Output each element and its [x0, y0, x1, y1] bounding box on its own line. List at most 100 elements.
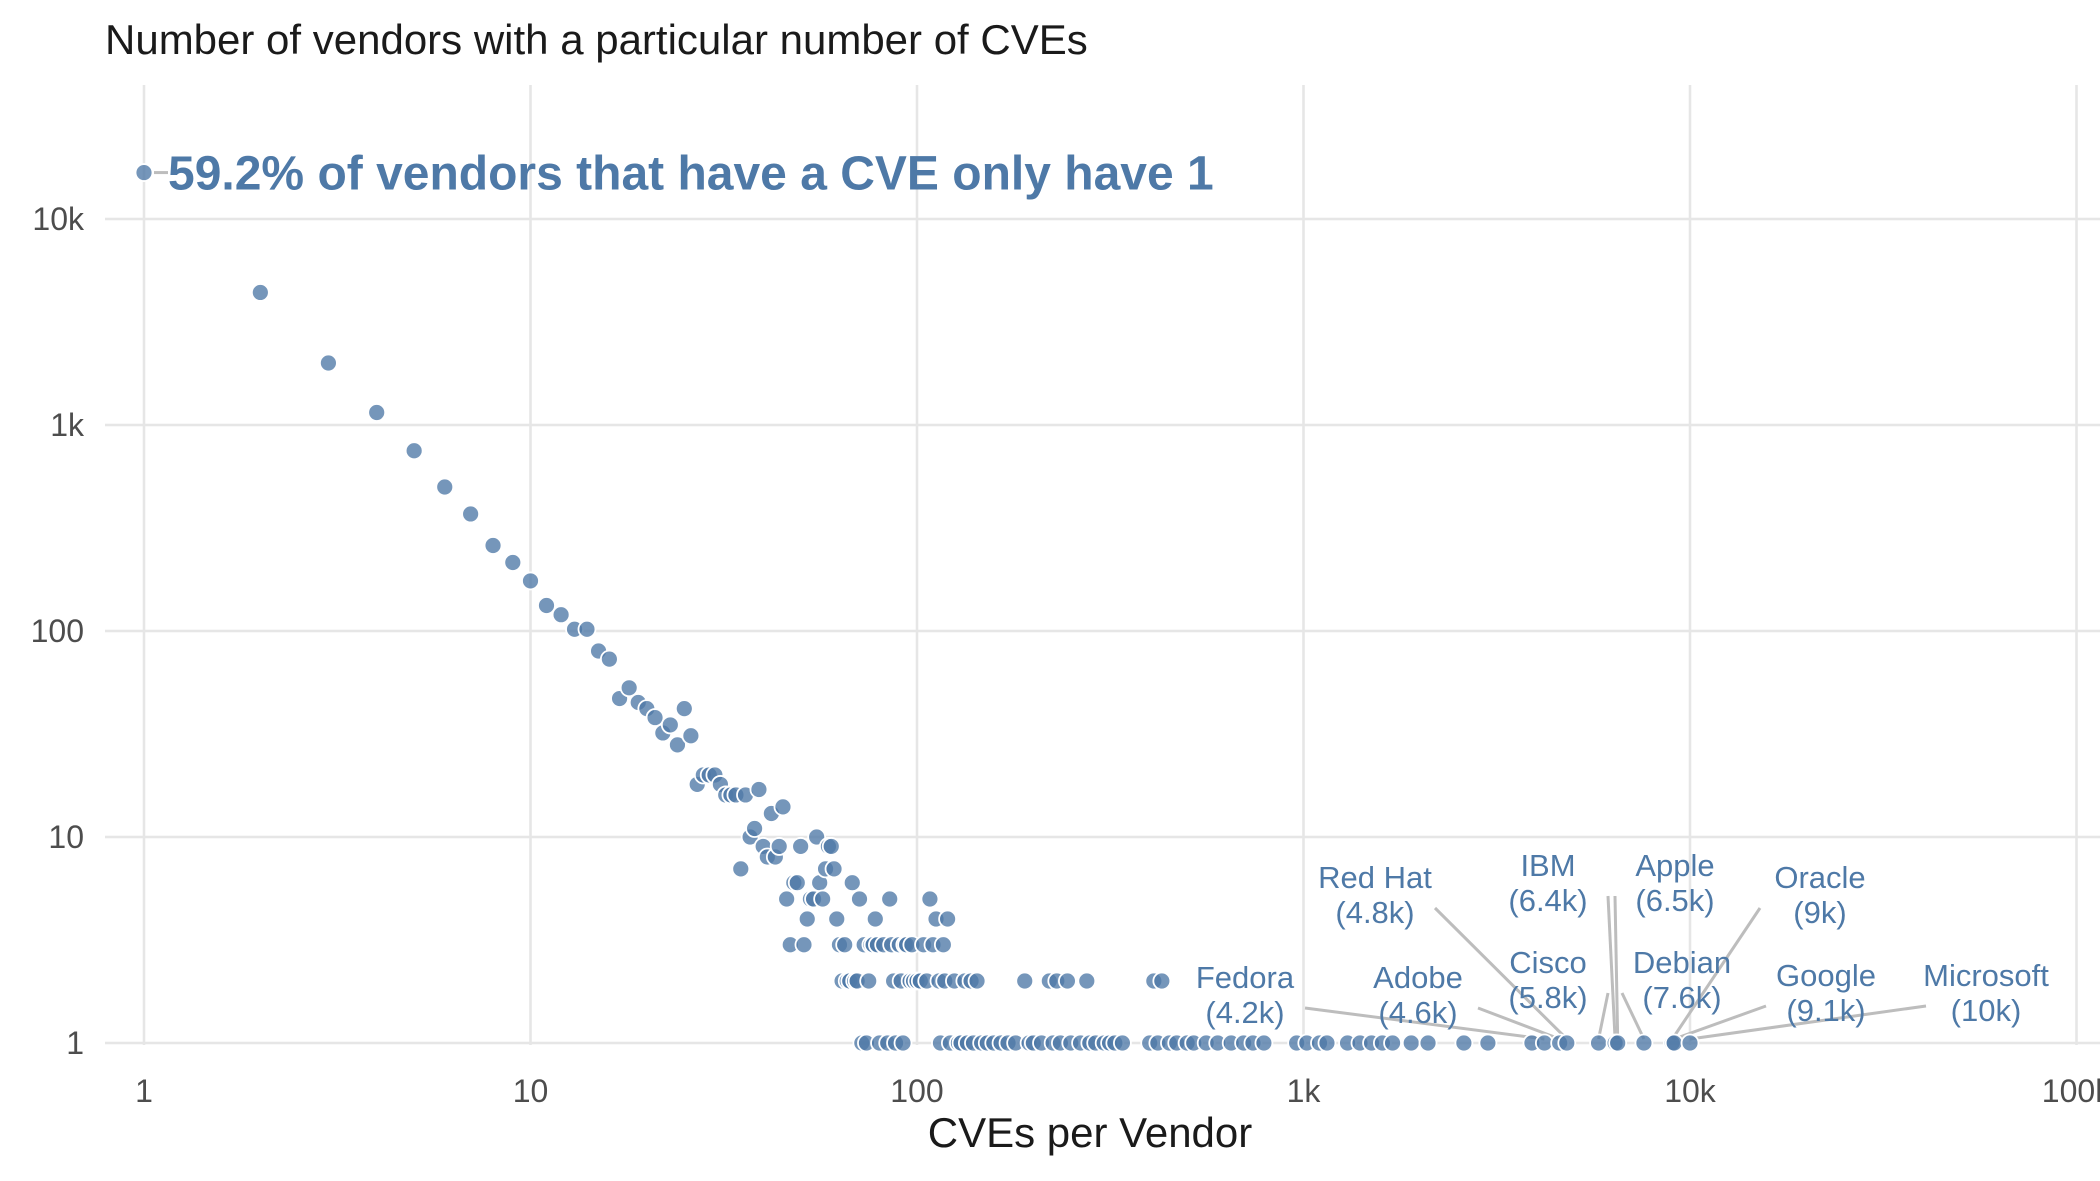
data-point — [773, 797, 793, 817]
data-point — [1401, 1033, 1421, 1053]
label-leader-line — [1304, 1006, 1545, 1041]
data-point — [1254, 1033, 1274, 1053]
vendor-label: Adobe (4.6k) — [1373, 960, 1463, 1030]
data-point — [821, 837, 841, 856]
y-tick-label: 100 — [31, 613, 84, 649]
vendor-cve-count: (6.5k) — [1635, 883, 1714, 918]
vendor-cve-count: (4.6k) — [1378, 995, 1457, 1030]
vendor-label: Google (9.1k) — [1776, 958, 1876, 1028]
data-point — [842, 873, 862, 893]
data-point — [134, 163, 154, 182]
vendor-cve-count: (4.8k) — [1335, 895, 1414, 930]
data-point — [404, 441, 424, 461]
data-point — [1077, 971, 1097, 991]
data-point — [893, 1033, 913, 1053]
vendor-cve-count: (9.1k) — [1786, 993, 1865, 1028]
data-point — [1015, 971, 1035, 991]
data-point — [938, 909, 958, 929]
x-tick-label: 1 — [135, 1073, 153, 1109]
vendor-name: Cisco — [1509, 945, 1587, 980]
label-leader-line — [1613, 895, 1620, 1040]
data-point — [1478, 1033, 1498, 1053]
data-point — [850, 889, 869, 909]
data-point — [1113, 1033, 1132, 1053]
vendor-label: Microsoft (10k) — [1923, 958, 2049, 1028]
data-point — [769, 837, 789, 856]
data-point — [1608, 1033, 1628, 1053]
data-point — [1557, 1033, 1577, 1053]
label-leader-line — [1597, 992, 1610, 1040]
y-tick-label: 10 — [48, 819, 84, 855]
data-point — [813, 889, 833, 909]
data-point — [668, 735, 687, 755]
vendor-label: Debian (7.6k) — [1633, 945, 1731, 1015]
vendor-name: Debian — [1633, 945, 1731, 980]
data-point — [777, 889, 797, 909]
label-leader-line — [1606, 895, 1617, 1040]
data-point — [1058, 971, 1077, 991]
data-point — [1634, 1033, 1654, 1053]
label-leader-line — [1689, 1004, 1927, 1041]
y-tick-label: 1 — [66, 1025, 84, 1061]
y-axis-ticks: 1 10 100 1k 10k — [31, 201, 85, 1061]
vendor-name: Google — [1776, 958, 1876, 993]
vendor-label: Apple (6.5k) — [1635, 848, 1714, 918]
data-point — [865, 909, 885, 929]
x-tick-label: 10 — [513, 1073, 549, 1109]
vendor-label: Cisco (5.8k) — [1508, 945, 1587, 1015]
vendor-name: Red Hat — [1318, 860, 1432, 895]
data-point — [599, 649, 619, 669]
vendor-name: Fedora — [1196, 960, 1295, 995]
data-point — [503, 553, 523, 572]
vendor-cve-count: (7.6k) — [1642, 980, 1721, 1015]
data-point — [859, 971, 879, 991]
data-point — [749, 780, 769, 799]
data-point — [731, 859, 751, 879]
data-point — [797, 909, 817, 929]
vendor-label: Fedora (4.2k) — [1196, 960, 1295, 1030]
y-tick-label: 10k — [32, 201, 85, 237]
data-point — [794, 935, 814, 955]
data-points — [134, 163, 1700, 1053]
data-point — [1383, 1033, 1402, 1053]
x-axis-ticks: 1 10 100 1k 10k 100k — [135, 1073, 2100, 1109]
data-point — [933, 935, 953, 955]
data-point — [827, 909, 847, 929]
data-point — [660, 715, 680, 735]
data-point — [791, 837, 811, 856]
grid-lines — [105, 85, 2100, 1045]
data-point — [577, 619, 597, 639]
data-point — [674, 699, 694, 719]
data-point — [1454, 1033, 1474, 1053]
data-point — [461, 504, 481, 524]
data-point — [551, 605, 571, 625]
data-point — [367, 403, 387, 422]
x-tick-label: 100 — [890, 1073, 943, 1109]
data-point — [645, 708, 665, 727]
vendor-cve-count: (10k) — [1951, 993, 2022, 1028]
data-point — [537, 596, 556, 615]
data-point — [250, 283, 270, 302]
data-point — [920, 889, 940, 909]
data-point — [483, 536, 503, 555]
vendor-label: Red Hat (4.8k) — [1318, 860, 1432, 930]
data-point — [824, 859, 844, 879]
vendor-cve-count: (6.4k) — [1508, 883, 1587, 918]
data-point — [1317, 1033, 1337, 1053]
vendor-name: Apple — [1635, 848, 1714, 883]
vendor-cve-count: (5.8k) — [1508, 980, 1587, 1015]
vendor-name: Microsoft — [1923, 958, 2049, 993]
vendor-label: Oracle (9k) — [1774, 860, 1865, 930]
data-point — [435, 477, 455, 497]
vendor-cve-count: (4.2k) — [1205, 995, 1284, 1030]
data-point — [521, 571, 540, 591]
vendor-name: Adobe — [1373, 960, 1463, 995]
data-point — [967, 971, 987, 991]
x-tick-label: 100k — [2042, 1073, 2100, 1109]
data-point — [1152, 971, 1172, 991]
x-tick-label: 1k — [1287, 1073, 1322, 1109]
data-point — [787, 873, 807, 893]
data-point — [1589, 1033, 1608, 1053]
data-point — [1680, 1033, 1700, 1053]
